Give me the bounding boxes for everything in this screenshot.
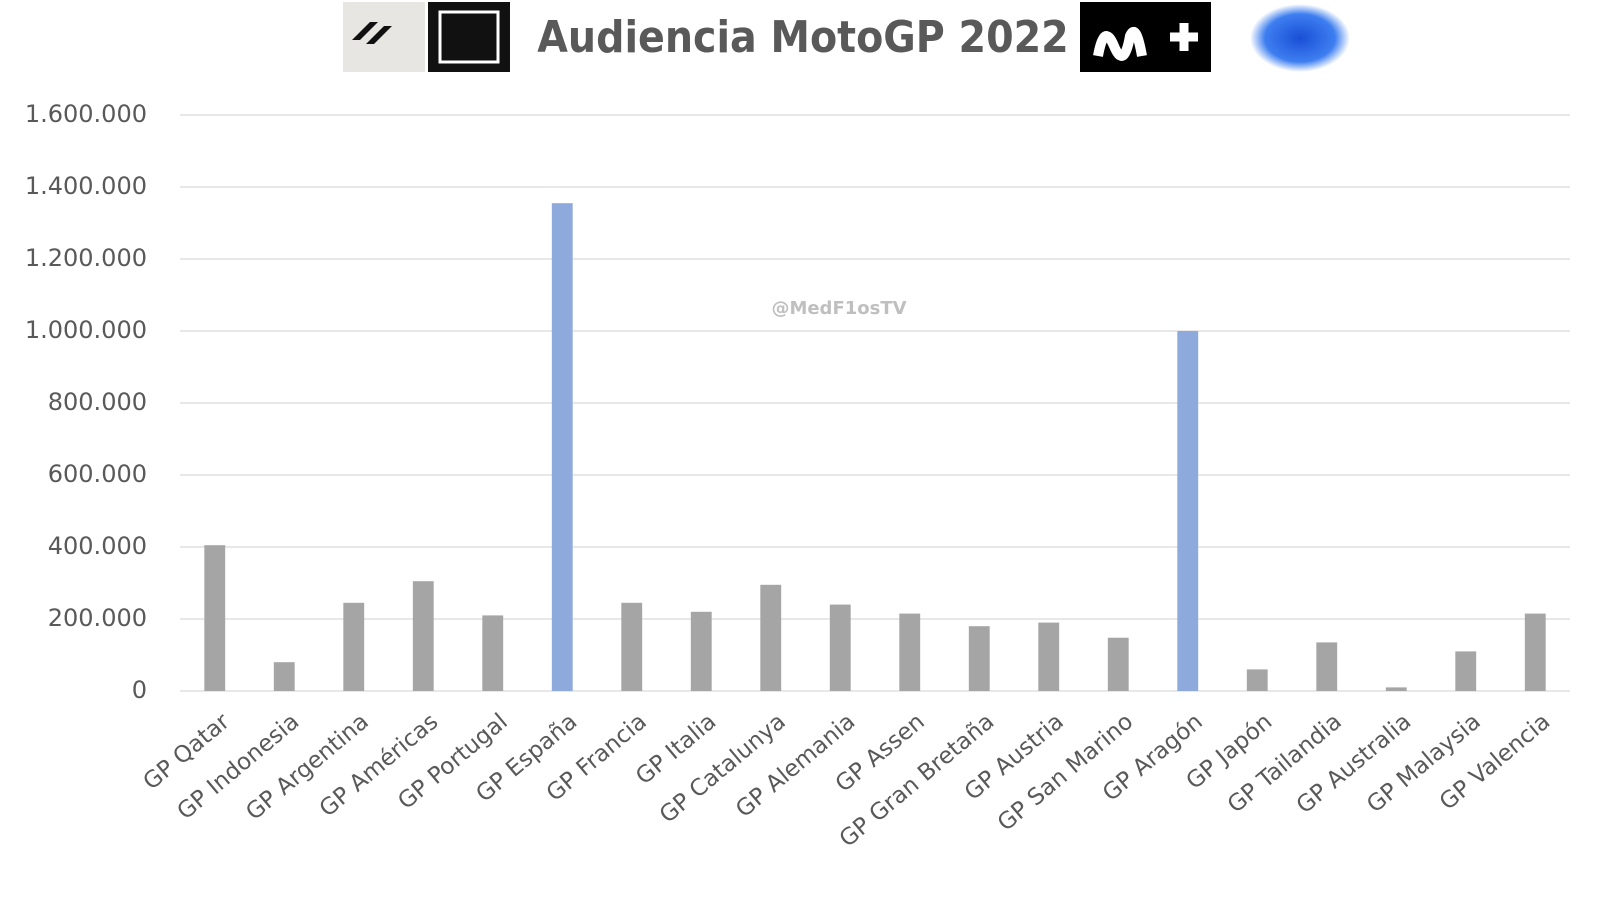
bar xyxy=(412,581,434,691)
bar xyxy=(1316,642,1338,691)
x-tick-label: GP Indonesia xyxy=(172,709,304,825)
chart-title: Audiencia MotoGP 2022 xyxy=(537,12,1068,63)
bar xyxy=(482,615,504,691)
bar xyxy=(690,611,712,691)
y-tick-label: 400.000 xyxy=(48,532,147,560)
dazn-logo-frame xyxy=(438,10,500,64)
y-tick-label: 800.000 xyxy=(48,388,147,416)
bar xyxy=(1524,613,1546,691)
bar xyxy=(273,662,295,691)
dazn-logo xyxy=(428,2,510,72)
movistar-plus-plus xyxy=(1170,23,1198,51)
motogp-logo-mark xyxy=(352,22,392,44)
bar xyxy=(899,613,921,691)
bar xyxy=(1038,622,1060,691)
y-tick-label: 1.200.000 xyxy=(25,244,147,272)
bar xyxy=(1246,669,1268,691)
bar xyxy=(1107,637,1129,691)
y-tick-label: 1.600.000 xyxy=(25,100,147,128)
bar xyxy=(829,604,851,691)
bar xyxy=(1177,331,1199,691)
x-tick-label: GP Catalunya xyxy=(655,709,791,829)
bar xyxy=(204,545,226,691)
y-tick-label: 1.000.000 xyxy=(25,316,147,344)
y-tick-label: 200.000 xyxy=(48,604,147,632)
x-tick-label: GP Américas xyxy=(315,709,443,823)
y-tick-label: 0 xyxy=(132,676,147,704)
bar xyxy=(968,626,990,691)
y-tick-label: 600.000 xyxy=(48,460,147,488)
x-tick-label: GP Argentina xyxy=(241,709,374,826)
bar xyxy=(1385,687,1407,691)
movistar-plus-mark xyxy=(1093,27,1147,61)
bar xyxy=(621,602,643,691)
tve-logo xyxy=(1250,4,1350,72)
bar xyxy=(343,602,365,691)
bar xyxy=(551,203,573,691)
bar xyxy=(1455,651,1477,691)
y-tick-label: 1.400.000 xyxy=(25,172,147,200)
x-tick-label: GP Alemania xyxy=(731,709,860,823)
bar xyxy=(760,584,782,691)
watermark: @MedF1osTV xyxy=(771,298,906,319)
